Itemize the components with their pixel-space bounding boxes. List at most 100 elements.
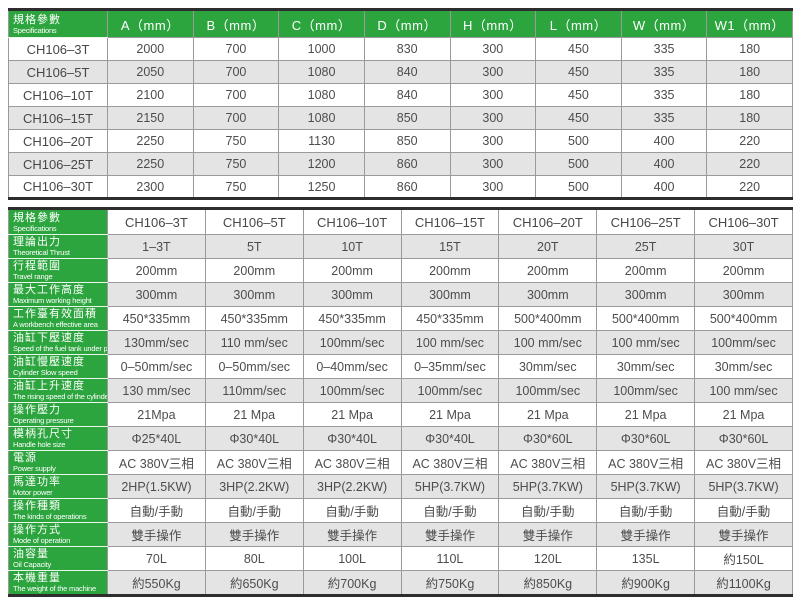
dimension-value-cell: 220: [706, 175, 793, 199]
spec-value-cell: 70L: [107, 546, 206, 571]
spec-label-cell: 操作種類 The kinds of operations: [8, 498, 108, 523]
spec-value-cell: AC 380V三相: [204, 450, 304, 475]
dimension-value-cell: 700: [192, 106, 280, 130]
dimension-value-cell: 1080: [278, 60, 365, 84]
table-row: CH106–30T 2300 750 1250 860 300 500 400 220: [8, 175, 793, 199]
spec-label-zh: 油缸上升速度: [13, 380, 85, 392]
spec-value-cell: Φ30*60L: [694, 426, 793, 451]
spec-value-cell: 200mm: [302, 258, 402, 283]
dimension-value-cell: 860: [363, 175, 451, 199]
spec-value-cell: 450*335mm: [107, 306, 206, 331]
spec-value-cell: 450*335mm: [302, 306, 402, 331]
model-column-header: CH106–30T: [694, 208, 793, 235]
table-row: 工作臺有效面積 A workbench effective area 450*335…: [8, 306, 793, 331]
dimension-value-cell: 700: [192, 83, 280, 107]
spec-value-cell: 約900Kg: [596, 570, 696, 596]
spec-value-cell: 21 Mpa: [498, 402, 598, 427]
spec-corner-en: Specifications: [13, 223, 57, 233]
dimension-value-cell: 2300: [107, 175, 194, 199]
spec-label-cell: 理論出力 Theoretical Thrust: [8, 234, 108, 259]
spec-value-cell: 自動/手動: [107, 498, 206, 523]
dimension-value-cell: 1200: [278, 152, 365, 176]
spec-value-cell: 自動/手動: [694, 498, 793, 523]
dimension-value-cell: 335: [620, 60, 708, 84]
spec-label-cell: 本機重量 The weight of the machine: [8, 570, 108, 596]
spec-value-cell: 雙手操作: [400, 522, 500, 547]
spec-value-cell: 約850Kg: [498, 570, 598, 596]
spec-label-en: Handle hole size: [13, 440, 66, 449]
spec-value-cell: 0–40mm/sec: [302, 354, 402, 379]
spec-label-en: The rising speed of the cylinder: [13, 392, 108, 401]
spec-value-cell: 約150L: [694, 546, 793, 571]
dimension-value-cell: 220: [706, 152, 793, 176]
spec-value-cell: 30mm/sec: [596, 354, 696, 379]
spec-value-cell: 雙手操作: [204, 522, 304, 547]
spec-value-cell: 500*400mm: [694, 306, 793, 331]
dimension-value-cell: 750: [192, 152, 280, 176]
spec-value-cell: 25T: [596, 234, 696, 259]
dimension-value-cell: 840: [363, 83, 451, 107]
spec-value-cell: 110L: [400, 546, 500, 571]
spec-label-en: Speed of the fuel tank under pressure: [13, 344, 108, 353]
spec-label-cell: 行程範圍 Travel range: [8, 258, 108, 283]
spec-value-cell: 200mm: [498, 258, 598, 283]
dimension-value-cell: 400: [620, 129, 708, 153]
spec-value-cell: 自動/手動: [498, 498, 598, 523]
spec-value-cell: 5HP(3.7KW): [694, 474, 793, 499]
spec-value-cell: 100mm/sec: [302, 330, 402, 355]
spec-label-cell: 工作臺有效面積 A workbench effective area: [8, 306, 108, 331]
spec-value-cell: 100 mm/sec: [498, 330, 598, 355]
spec-value-cell: 5HP(3.7KW): [498, 474, 598, 499]
dimension-value-cell: 450: [535, 60, 622, 84]
table-row: CH106–20T 2250 750 1130 850 300 500 400 220: [8, 129, 793, 153]
spec-value-cell: 100 mm/sec: [596, 330, 696, 355]
dimension-value-cell: 2050: [107, 60, 194, 84]
spec-value-cell: 0–50mm/sec: [204, 354, 304, 379]
dimension-value-cell: 860: [363, 152, 451, 176]
dimension-value-cell: 750: [192, 129, 280, 153]
spec-label-en: Oil Capacity: [13, 560, 52, 569]
spec-value-cell: 450*335mm: [204, 306, 304, 331]
spec-label-zh: 模柄孔尺寸: [13, 428, 73, 440]
spec-value-cell: 約650Kg: [204, 570, 304, 596]
dimension-value-cell: 750: [192, 175, 280, 199]
table-row: 操作種類 The kinds of operations 自動/手動 自動/手動 自動/…: [8, 498, 793, 523]
spec-value-cell: 3HP(2.2KW): [204, 474, 304, 499]
spec-value-cell: 21Mpa: [107, 402, 206, 427]
spec-value-cell: 約700Kg: [302, 570, 402, 596]
dimension-column-header: H（mm）: [449, 9, 537, 38]
spec-label-cell: 馬達功率 Motor power: [8, 474, 108, 499]
dimension-value-cell: 180: [706, 106, 793, 130]
spec-value-cell: 100L: [302, 546, 402, 571]
spec-label-zh: 最大工作高度: [13, 284, 85, 296]
spec-value-cell: Φ30*40L: [302, 426, 402, 451]
table-row: 模柄孔尺寸 Handle hole size Φ25*40L Φ30*40L Φ30*4…: [8, 426, 793, 451]
spec-value-cell: 20T: [498, 234, 598, 259]
spec-value-cell: 21 Mpa: [204, 402, 304, 427]
table-row: 油容量 Oil Capacity 70L 80L 100L 110L 120L 135L 約15…: [8, 546, 793, 571]
spec-label-zh: 油容量: [13, 548, 49, 560]
spec-value-cell: 雙手操作: [107, 522, 206, 547]
dimension-value-cell: 335: [620, 83, 708, 107]
spec-value-cell: 5HP(3.7KW): [400, 474, 500, 499]
spec-value-cell: 3HP(2.2KW): [302, 474, 402, 499]
spec-value-cell: 100mm/sec: [498, 378, 598, 403]
spec-value-cell: 21 Mpa: [596, 402, 696, 427]
spec-value-cell: AC 380V三相: [302, 450, 402, 475]
spec-value-cell: 100mm/sec: [302, 378, 402, 403]
spec-label-en: Travel range: [13, 272, 53, 281]
table-row: 行程範圍 Travel range 200mm 200mm 200mm 200mm 200m…: [8, 258, 793, 283]
spec-value-cell: 0–35mm/sec: [400, 354, 500, 379]
spec-corner-zh: 規格參數: [13, 13, 61, 26]
model-cell: CH106–5T: [8, 60, 108, 84]
spec-label-zh: 本機重量: [13, 572, 61, 584]
spec-value-cell: 100 mm/sec: [694, 378, 793, 403]
spec-value-cell: 200mm: [694, 258, 793, 283]
spec-label-zh: 工作臺有效面積: [13, 308, 97, 320]
dimension-value-cell: 830: [363, 37, 451, 61]
spec-value-cell: 500*400mm: [498, 306, 598, 331]
spec-value-cell: 15T: [400, 234, 500, 259]
spec-corner-cell: 規格參數 Specifications: [8, 208, 108, 235]
dimension-value-cell: 1130: [278, 129, 365, 153]
